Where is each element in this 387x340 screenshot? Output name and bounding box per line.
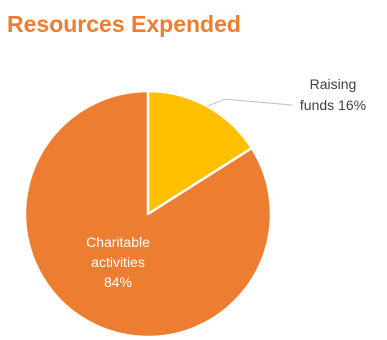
chart-title: Resources Expended — [7, 11, 241, 37]
slice-label-1: Charitable activities 84% — [86, 234, 150, 290]
pie-slice-1 — [23, 89, 273, 339]
leader-line-0 — [207, 98, 293, 107]
pie-slice-0 — [146, 89, 254, 216]
slice-label-line: 84% — [104, 274, 132, 290]
slice-label-line: funds 16% — [300, 97, 366, 113]
pie-slices — [23, 89, 273, 339]
slice-label-line: Charitable — [86, 234, 150, 250]
pie-labels: Raising funds 16% Charitable activities 84% — [86, 76, 366, 290]
slice-label-0: Raising funds 16% — [300, 76, 366, 113]
slice-label-line: Raising — [310, 76, 357, 92]
slice-label-line: activities — [91, 254, 145, 270]
